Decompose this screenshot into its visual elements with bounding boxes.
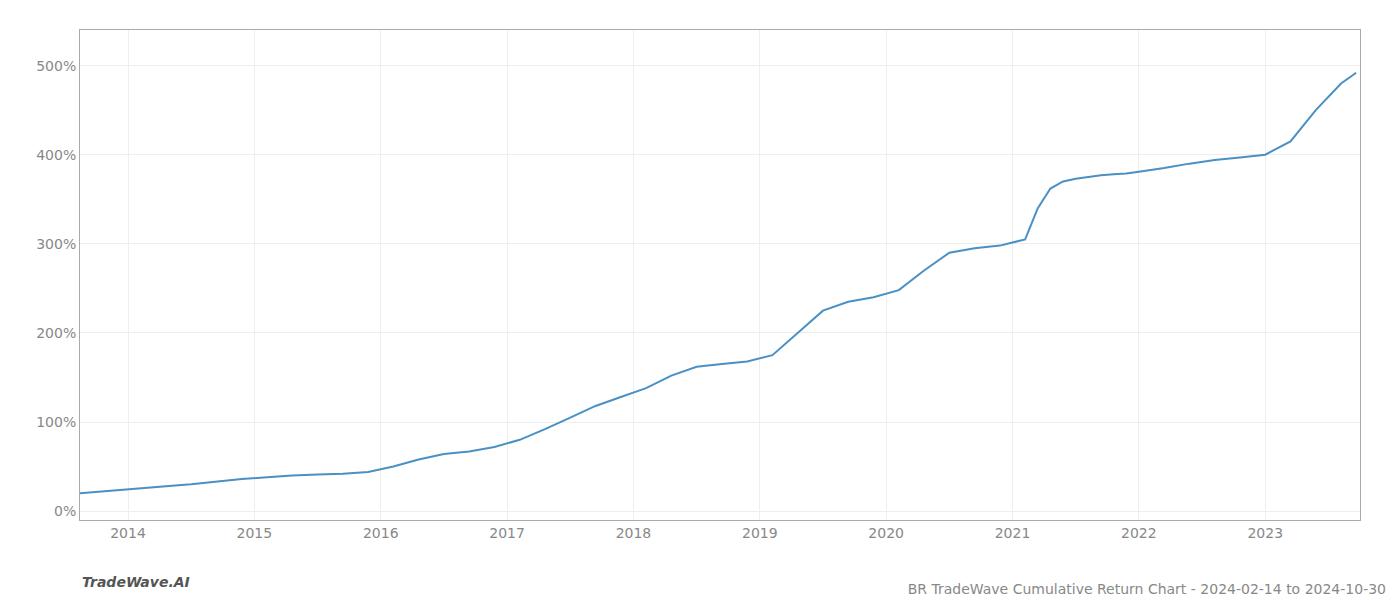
svg-text:0%: 0% (54, 503, 76, 519)
svg-text:200%: 200% (36, 325, 76, 341)
svg-text:2023: 2023 (1247, 525, 1283, 541)
svg-text:2015: 2015 (237, 525, 273, 541)
svg-text:2021: 2021 (995, 525, 1031, 541)
svg-text:2016: 2016 (363, 525, 399, 541)
svg-text:BR TradeWave Cumulative Return: BR TradeWave Cumulative Return Chart - 2… (908, 581, 1386, 597)
svg-text:100%: 100% (36, 414, 76, 430)
svg-text:300%: 300% (36, 236, 76, 252)
svg-text:2019: 2019 (742, 525, 778, 541)
svg-text:2017: 2017 (489, 525, 525, 541)
svg-text:TradeWave.AI: TradeWave.AI (82, 574, 190, 590)
svg-text:2018: 2018 (616, 525, 652, 541)
svg-text:400%: 400% (36, 147, 76, 163)
svg-text:2020: 2020 (868, 525, 904, 541)
svg-text:2014: 2014 (110, 525, 146, 541)
svg-text:500%: 500% (36, 58, 76, 74)
svg-text:2022: 2022 (1121, 525, 1157, 541)
